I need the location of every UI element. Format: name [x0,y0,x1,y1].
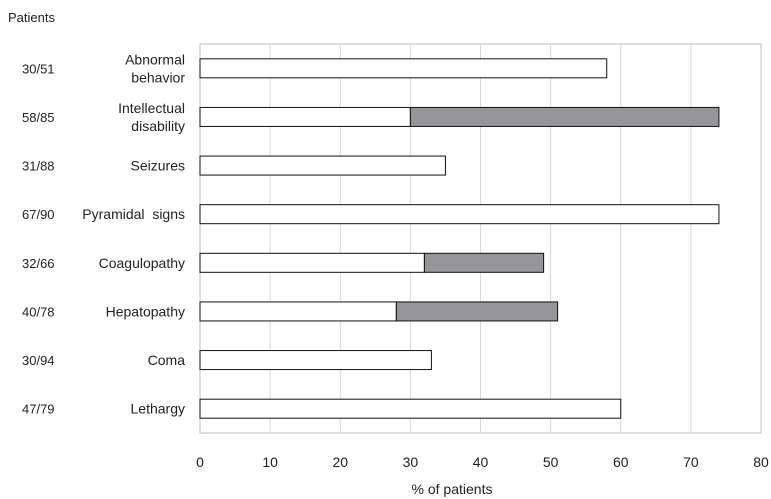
bar-segment [199,58,608,79]
category-label: Intellectual [118,100,185,116]
bar-segment [199,106,411,127]
ratio-label: 32/66 [22,256,55,271]
grid-lines [269,44,692,433]
x-tick-labels: 0 10 20 30 40 50 60 70 80 [196,454,769,470]
x-tick-label: 30 [403,454,419,470]
x-tick-label: 80 [753,454,769,470]
x-axis-label: % of patients [412,481,493,497]
ratio-label: 67/90 [22,207,55,222]
x-tick-label: 0 [196,454,204,470]
x-tick-label: 10 [262,454,278,470]
bar-segment [199,350,432,371]
x-tick-label: 60 [613,454,629,470]
bar-segment [409,106,720,127]
bar-segment [199,398,622,419]
ratio-label: 30/94 [22,353,55,368]
ratio-label: 58/85 [22,110,55,125]
category-label: Coma [148,352,186,368]
patients-column-header: Patients [8,10,55,25]
category-label: behavior [131,69,185,85]
ratio-label: 47/79 [22,402,55,417]
bar-segment [199,155,446,176]
category-label: disability [131,118,185,134]
category-label: Abnormal [125,51,185,67]
bar-segment [199,252,425,273]
ratio-label: 40/78 [22,304,55,319]
bar-segment [395,301,559,322]
x-tick-label: 40 [473,454,489,470]
x-tick-label: 70 [683,454,699,470]
ratio-labels: 30/51 58/85 31/88 67/90 32/66 40/78 30/94 47/79 [22,61,55,416]
bar-segment [199,301,397,322]
bars [199,58,720,419]
category-label: Coagulopathy [99,255,185,271]
x-tick-label: 20 [332,454,348,470]
category-label: Lethargy [131,401,185,417]
category-labels: Abnormal behavior Intellectual disability Se… [82,51,185,416]
category-label: Hepatopathy [106,303,185,319]
category-label: Seizures [131,158,185,174]
bar-segment [199,204,720,225]
ratio-label: 30/51 [22,61,55,76]
x-tick-label: 50 [543,454,559,470]
ratio-label: 31/88 [22,159,55,174]
category-label: Pyramidal signs [82,206,185,222]
bar-segment [423,252,545,273]
